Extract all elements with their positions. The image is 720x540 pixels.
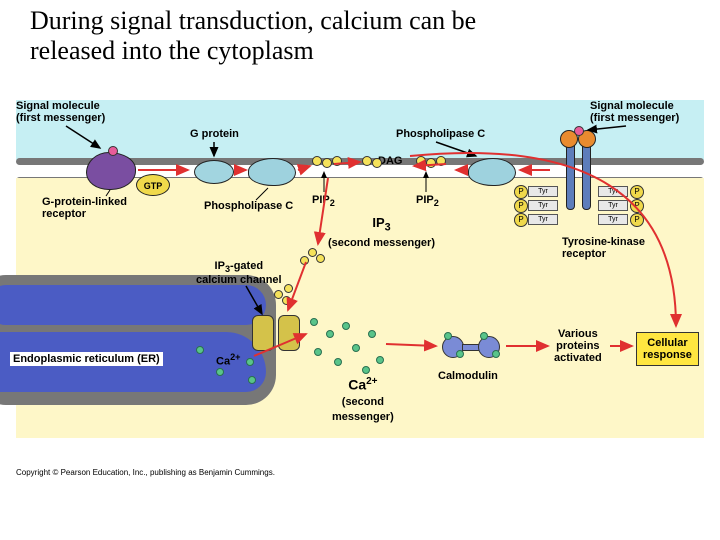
tyrosine-kinase-receptor: Tyr Tyr Tyr Tyr Tyr Tyr P P P P P P [556, 130, 606, 230]
tk-pole [582, 140, 591, 210]
tyr-box: Tyr [598, 214, 628, 225]
tyrosine-kinase-receptor-label: Tyrosine-kinase receptor [562, 236, 645, 260]
pip2-head [416, 156, 426, 166]
phospholipase-c-top-label: Phospholipase C [396, 128, 485, 140]
ca-ion [362, 366, 370, 374]
ca-ion [480, 332, 488, 340]
pip2-head [322, 158, 332, 168]
various-proteins-label: Various proteins activated [554, 328, 602, 364]
g-protein-label: G protein [190, 128, 239, 140]
ca-ion [376, 356, 384, 364]
ca-second-messenger-label: Ca2+ (second messenger) [332, 376, 394, 424]
er-label: Endoplasmic reticulum (ER) [10, 352, 163, 366]
pip2-head [312, 156, 322, 166]
er-lumen-1 [0, 285, 266, 325]
phospholipase-c-left [248, 158, 296, 186]
ca-ion [196, 346, 204, 354]
g-protein-linked-receptor [86, 152, 136, 190]
calmodulin-label: Calmodulin [438, 370, 498, 382]
g-protein [194, 160, 234, 184]
tyr-box: Tyr [598, 200, 628, 211]
p-badge: P [514, 185, 528, 199]
title-line2: released into the cytoplasm [30, 36, 476, 66]
tyr-box: Tyr [598, 186, 628, 197]
tyr-box: Tyr [528, 186, 558, 197]
ca-ion [368, 330, 376, 338]
ca-ion [310, 318, 318, 326]
pip2-head [426, 158, 436, 168]
ca-ion [352, 344, 360, 352]
p-badge: P [630, 185, 644, 199]
dag-head [372, 158, 382, 168]
ip3-gated-channel-label: IP3-gated calcium channel [196, 260, 282, 286]
ca-ion [492, 350, 500, 358]
p-badge: P [514, 199, 528, 213]
title-line1: During signal transduction, calcium can … [30, 6, 476, 36]
p-badge: P [630, 199, 644, 213]
pip2-label-2: PIP2 [416, 194, 439, 208]
p-badge: P [514, 213, 528, 227]
pip2-head [332, 156, 342, 166]
p-badge: P [630, 213, 644, 227]
pip2-head [436, 156, 446, 166]
signal-molecule-right-label: Signal molecule (first messenger) [590, 100, 679, 124]
signal-molecule-right [574, 126, 584, 136]
ca-ion [248, 376, 256, 384]
copyright-text: Copyright © Pearson Education, Inc., pub… [16, 468, 275, 477]
ca-ion [342, 322, 350, 330]
signal-molecule-left [108, 146, 118, 156]
gtp-molecule: GTP [136, 174, 170, 196]
ip3-molecule [316, 254, 325, 263]
ip3-molecule [284, 284, 293, 293]
tk-pole [566, 140, 575, 210]
ip3-molecule [282, 296, 291, 305]
ca-ion [444, 332, 452, 340]
calcium-channel-left [252, 315, 274, 351]
g-protein-linked-receptor-label: G-protein-linked receptor [42, 196, 127, 220]
tyr-box: Tyr [528, 200, 558, 211]
ca-ion [314, 348, 322, 356]
ca-ion [334, 358, 342, 366]
page-title: During signal transduction, calcium can … [30, 6, 476, 66]
phospholipase-c-bottom-label: Phospholipase C [204, 200, 293, 212]
ca-ion [246, 358, 254, 366]
cellular-response-box: Cellular response [636, 332, 699, 366]
ca-ion [456, 350, 464, 358]
dag-head [362, 156, 372, 166]
ca-label-small: Ca2+ [216, 352, 241, 368]
ip3-molecule [300, 256, 309, 265]
signal-molecule-left-label: Signal molecule (first messenger) [16, 100, 105, 124]
tyr-box: Tyr [528, 214, 558, 225]
ca-ion [326, 330, 334, 338]
phospholipase-c-right [468, 158, 516, 186]
ip3-label: IP3 (second messenger) [328, 216, 435, 249]
pip2-label-1: PIP2 [312, 194, 335, 208]
calcium-channel-right [278, 315, 300, 351]
ca-ion [216, 368, 224, 376]
diagram: Signal molecule (first messenger) G prot… [16, 100, 704, 460]
